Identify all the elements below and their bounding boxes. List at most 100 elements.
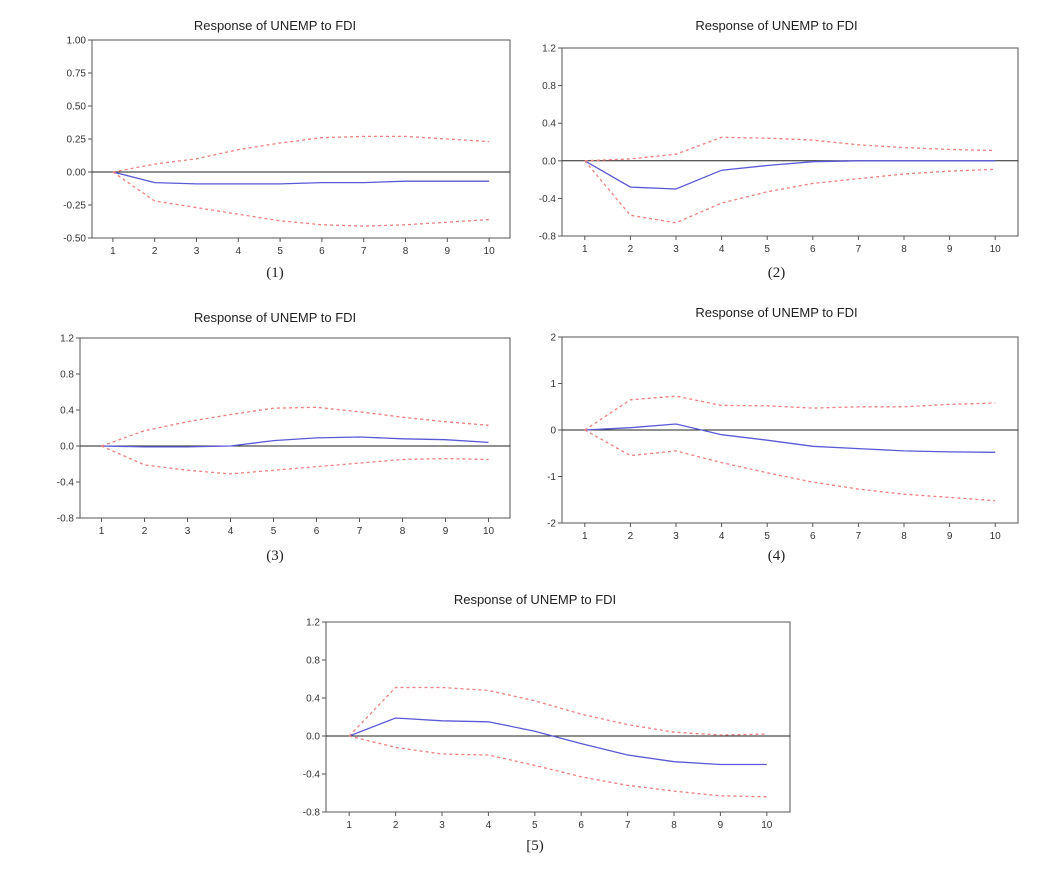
chart-caption: (2) <box>767 265 786 281</box>
y-tick-label: 1.2 <box>60 334 74 345</box>
y-tick-label: 0.0 <box>542 156 556 167</box>
x-tick-label: 9 <box>443 526 449 537</box>
y-tick-label: 0.4 <box>542 119 556 130</box>
x-tick-label: 5 <box>271 526 277 537</box>
y-tick-label: 0.75 <box>67 69 87 80</box>
chart-panel-2: Response of UNEMP to FDI 1.2 0.8 0.4 0.0 -0.… <box>524 18 1029 300</box>
x-tick-label: 1 <box>582 244 588 255</box>
x-tick-label: 9 <box>718 820 724 831</box>
lower-band-line <box>584 160 996 224</box>
x-tick-label: 6 <box>314 526 320 537</box>
x-tick-label: 7 <box>361 246 367 257</box>
chart-caption: (1) <box>266 265 284 281</box>
response-line <box>112 171 490 185</box>
lower-band-line <box>112 171 490 227</box>
chart-plot: 1.2 0.8 0.4 0.0 -0.4 -0.8 1 2 3 4 5 6 7 8 9 10 <box>57 334 511 537</box>
x-tick-label: 3 <box>439 820 445 831</box>
chart-plot: 210-1-21 2 3 4 5 6 7 8 9 10 <box>547 333 1019 542</box>
x-tick-label: 10 <box>761 820 773 831</box>
chart-panel-3: Response of UNEMP to FDI 1.2 0.8 0.4 0.0 -0.… <box>30 310 520 582</box>
y-tick-label: -1 <box>547 472 556 483</box>
x-tick-label: 6 <box>810 244 816 255</box>
y-tick-label: -0.25 <box>63 201 86 212</box>
y-tick-label: -0.4 <box>539 194 557 205</box>
x-tick-label: 5 <box>532 820 538 831</box>
upper-band-line <box>584 136 996 162</box>
x-tick-label: 9 <box>445 246 451 257</box>
x-tick-label: 9 <box>947 531 953 542</box>
y-tick-label: 0.8 <box>60 370 74 381</box>
x-tick-label: 4 <box>228 526 234 537</box>
y-tick-label: -2 <box>547 519 556 530</box>
x-tick-label: 3 <box>194 246 200 257</box>
x-tick-label: 2 <box>628 531 634 542</box>
x-tick-label: 9 <box>947 244 953 255</box>
y-tick-label: 0.8 <box>306 656 320 667</box>
y-tick-label: 1.2 <box>306 618 320 629</box>
x-tick-label: 8 <box>901 531 907 542</box>
x-tick-label: 6 <box>578 820 584 831</box>
response-line <box>584 423 996 453</box>
upper-band-line <box>348 686 767 737</box>
x-tick-label: 3 <box>673 531 679 542</box>
x-tick-label: 7 <box>856 244 862 255</box>
plot-frame <box>325 621 791 813</box>
x-tick-label: 4 <box>236 246 242 257</box>
response-line <box>584 160 996 190</box>
y-tick-label: 0.4 <box>60 406 74 417</box>
y-tick-label: 0.0 <box>60 442 74 453</box>
x-tick-label: 2 <box>393 820 399 831</box>
y-tick-label: 1 <box>550 379 556 390</box>
x-tick-label: 2 <box>152 246 158 257</box>
upper-band-line <box>584 395 996 431</box>
x-tick-label: 10 <box>484 246 496 257</box>
chart-plot: 1.2 0.8 0.4 0.0 -0.4 -0.8 1 2 3 4 5 6 7 8 9 10 <box>539 44 1019 255</box>
chart-title: Response of UNEMP to FDI <box>193 310 357 325</box>
x-tick-label: 4 <box>486 820 492 831</box>
chart-panel-1: Response of UNEMP to FDI 1.00 0.75 0.50 0.2… <box>30 18 520 300</box>
plot-frame <box>79 337 511 519</box>
upper-band-line <box>112 135 490 173</box>
x-tick-label: 10 <box>483 526 495 537</box>
y-tick-label: -0.50 <box>63 234 86 245</box>
y-tick-label: 0.00 <box>67 168 87 179</box>
plot-frame <box>561 47 1019 237</box>
y-tick-label: -0.8 <box>303 808 321 819</box>
x-tick-label: 8 <box>400 526 406 537</box>
x-tick-label: 1 <box>346 820 352 831</box>
x-tick-label: 7 <box>625 820 631 831</box>
y-tick-label: 0.50 <box>67 102 87 113</box>
x-tick-label: 1 <box>110 246 116 257</box>
response-line <box>348 717 767 766</box>
x-tick-label: 7 <box>357 526 363 537</box>
chart-panel-4: Response of UNEMP to FDI 2 1 0 -1 -2 1 2 3 4 5 6 7 8… <box>524 305 1029 582</box>
y-tick-label: 0.0 <box>306 732 320 743</box>
chart-caption: (4) <box>767 548 786 564</box>
x-tick-label: 6 <box>319 246 325 257</box>
lower-band-line <box>349 735 767 798</box>
x-tick-label: 8 <box>671 820 677 831</box>
y-tick-label: 0.4 <box>306 694 320 705</box>
chart-caption: (3) <box>266 548 284 564</box>
chart-panel-5: Response of UNEMP to FDI 1.2 0.8 0.4 0.0 -0.… <box>270 592 800 870</box>
y-tick-label: 0 <box>550 426 556 437</box>
chart-title: Response of UNEMP to FDI <box>193 18 357 33</box>
x-tick-label: 3 <box>185 526 191 537</box>
chart-plot: 1.2 0.8 0.4 0.0 -0.4 -0.8 1 2 3 4 5 6 7 8 9 10 <box>303 618 791 831</box>
upper-band-line <box>101 406 489 447</box>
x-tick-label: 2 <box>628 244 634 255</box>
y-tick-label: -0.8 <box>539 232 557 243</box>
chart-title: Response of UNEMP to FDI <box>453 592 617 607</box>
x-tick-label: 3 <box>673 244 679 255</box>
y-tick-label: 2 <box>550 333 556 344</box>
y-tick-label: -0.4 <box>303 770 321 781</box>
x-tick-label: 2 <box>142 526 148 537</box>
chart-caption: [5) <box>526 838 544 854</box>
x-tick-label: 4 <box>719 531 725 542</box>
x-tick-label: 5 <box>764 244 770 255</box>
x-tick-label: 10 <box>990 244 1002 255</box>
y-tick-label: 1.00 <box>67 36 87 47</box>
x-tick-label: 5 <box>764 531 770 542</box>
x-tick-label: 5 <box>277 246 283 257</box>
y-tick-label: 0.8 <box>542 81 556 92</box>
